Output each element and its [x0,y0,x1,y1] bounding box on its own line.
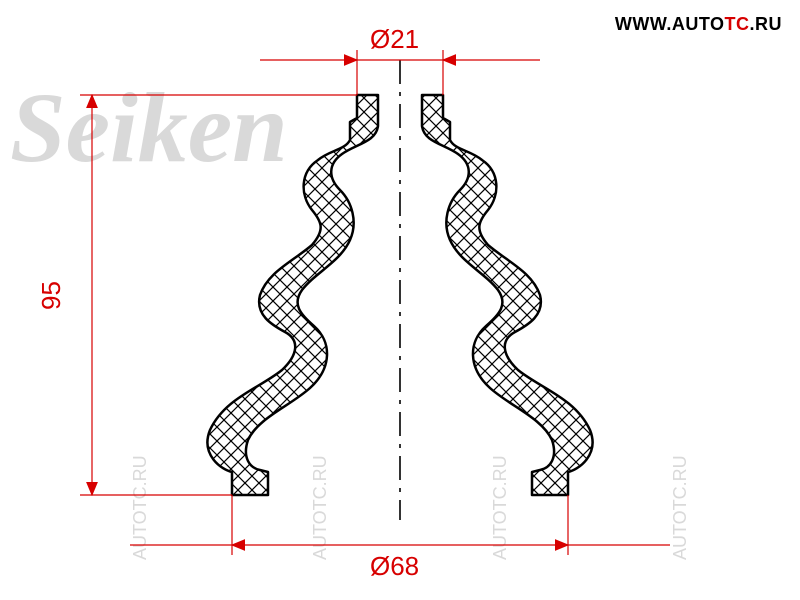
right-cross-section [422,95,593,495]
dim-height-label: 95 [36,281,66,310]
dimension-height: 95 [36,95,357,495]
dimension-top-diameter: Ø21 [260,24,540,95]
dim-bottom-label: Ø68 [370,551,419,581]
left-cross-section [207,95,378,495]
technical-drawing-svg: Ø21 Ø68 95 [0,0,800,600]
dim-top-label: Ø21 [370,24,419,54]
